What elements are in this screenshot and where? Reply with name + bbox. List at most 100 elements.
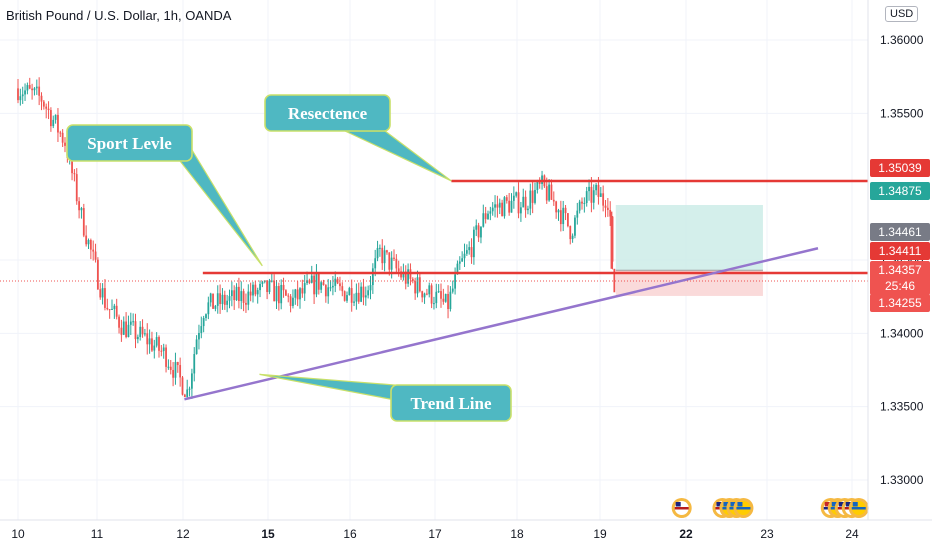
candle-body [270, 280, 273, 282]
candle-body [512, 195, 515, 201]
candle-body [324, 285, 327, 297]
candle-body [223, 294, 226, 305]
candle-body [569, 226, 572, 240]
candle-body [508, 200, 511, 213]
candle-body [28, 85, 31, 89]
candle-body [294, 289, 297, 298]
candle-body [198, 333, 200, 340]
callout-text: Resectence [288, 104, 368, 123]
support-price-label: 1.34411 [870, 242, 930, 260]
candle-body [57, 114, 59, 133]
candle-body [273, 280, 276, 302]
candle-body [118, 316, 120, 328]
candle-body [179, 365, 182, 378]
candle-body [522, 196, 525, 208]
y-tick-label: 1.34000 [880, 326, 924, 340]
candle-body [40, 95, 43, 102]
x-tick-label: 10 [11, 527, 25, 541]
candle-body [21, 94, 24, 97]
candle-body [186, 389, 189, 398]
candle-body [205, 314, 207, 319]
candle-body [183, 394, 186, 398]
candle-body [252, 284, 254, 296]
event-flag-canton [716, 502, 722, 507]
candle-body [299, 288, 301, 300]
price-label-text: 1.34255 [878, 296, 922, 310]
candle-body [470, 247, 473, 258]
candle-body [85, 235, 88, 245]
candle-body [440, 291, 442, 299]
candle-body [444, 293, 447, 302]
candle-body [449, 291, 452, 310]
currency-badge[interactable]: USD [885, 6, 919, 22]
candle-body [376, 247, 379, 259]
candle-body [362, 286, 365, 298]
candle-body [388, 252, 391, 270]
candle-body [545, 186, 548, 201]
x-tick-label: 17 [428, 527, 442, 541]
candle-body [89, 239, 92, 250]
candle-body [552, 199, 555, 202]
high-price-label: 1.34461 [870, 223, 930, 241]
candle-body [407, 269, 409, 284]
price-label-bg [870, 261, 930, 295]
candle-body [82, 208, 85, 236]
candle-body [336, 278, 339, 284]
event-marker-group [671, 498, 692, 518]
candle-body [487, 213, 489, 220]
callout-cover [268, 121, 387, 128]
candle-body [287, 295, 290, 297]
candle-body [357, 292, 360, 302]
candle-body [461, 258, 464, 262]
candle-body [433, 303, 435, 305]
candle-body [141, 326, 144, 335]
candle-body [71, 154, 73, 174]
event-flag-canton [845, 502, 851, 507]
candle-body [548, 184, 550, 201]
callout-text: Sport Levle [87, 134, 172, 153]
candle-body [606, 207, 609, 211]
countdown-text: 25:46 [885, 279, 915, 293]
candle-body [303, 283, 306, 294]
candle-body [249, 291, 252, 296]
x-tick-label: 19 [593, 527, 607, 541]
candle-body [136, 336, 139, 340]
price-label-text: 1.34411 [879, 244, 922, 258]
candle-body [160, 350, 163, 352]
candle-body [353, 301, 355, 303]
event-flag-canton [675, 502, 681, 507]
candle-body [482, 213, 485, 227]
candle-body [33, 88, 36, 91]
callout-pointer [179, 149, 263, 267]
candle-body [216, 293, 219, 306]
candle-body [360, 286, 362, 302]
candle-body [505, 197, 508, 201]
candle-body [134, 321, 137, 340]
candle-body [503, 197, 506, 217]
candle-body [310, 275, 313, 283]
candle-body [38, 86, 41, 96]
candle-body [247, 291, 250, 305]
candle-body [435, 291, 438, 304]
candle-body [226, 300, 229, 305]
candles [17, 77, 616, 400]
stop-price-label: 1.34255 [870, 294, 930, 312]
candle-body [108, 309, 111, 311]
candle-body [268, 280, 271, 292]
grid [0, 0, 868, 520]
candle-body [386, 250, 388, 253]
candle-body [527, 208, 529, 211]
candle-body [494, 204, 496, 208]
candle-body [169, 366, 172, 370]
candle-body [162, 347, 165, 352]
candle-body [562, 207, 565, 225]
candle-body [576, 210, 579, 218]
candle-body [151, 338, 153, 351]
candle-body [301, 288, 304, 294]
profit-zone [615, 205, 763, 271]
price-label-text: 1.35039 [878, 161, 922, 175]
event-flag-canton [723, 502, 729, 507]
candle-body [517, 192, 520, 214]
candle-body [127, 324, 130, 338]
